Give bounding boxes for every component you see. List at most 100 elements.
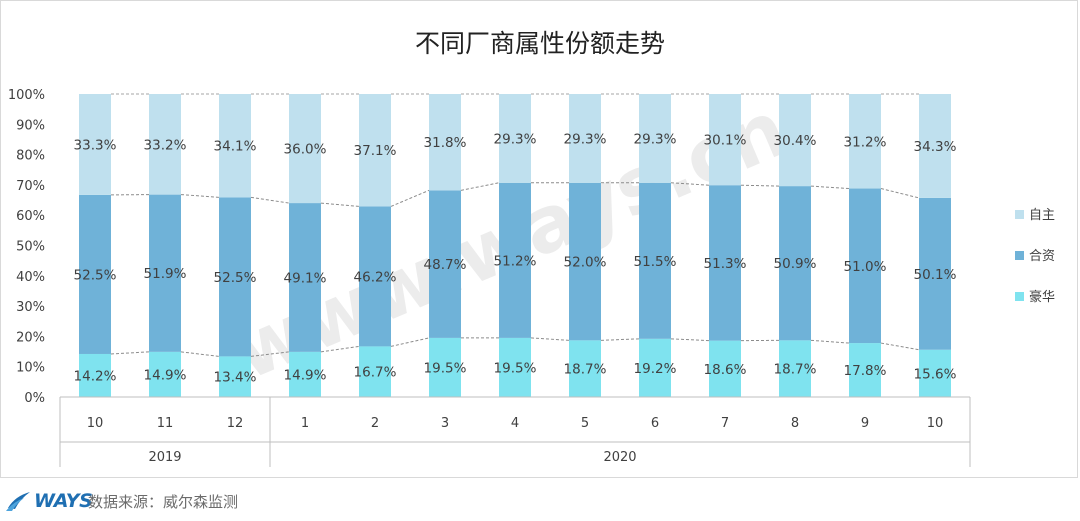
data-label: 51.5% — [634, 254, 677, 270]
brand-name: WAYS — [34, 490, 93, 512]
data-label: 19.5% — [424, 360, 467, 376]
bar-自主-5 — [429, 94, 461, 191]
data-label: 37.1% — [354, 143, 397, 159]
legend-swatch — [1015, 292, 1024, 301]
bar-自主-6 — [499, 94, 531, 183]
bar-自主-10 — [779, 94, 811, 187]
data-label: 33.2% — [144, 137, 187, 153]
data-label: 14.9% — [144, 367, 187, 383]
y-tick-label: 0% — [24, 391, 45, 406]
data-label: 51.2% — [494, 253, 537, 269]
chart-title: 不同厂商属性份额走势 — [415, 29, 665, 58]
x-tick-label: 11 — [157, 416, 174, 431]
data-label: 19.2% — [634, 361, 677, 377]
bar-豪华-1 — [149, 351, 181, 397]
y-tick-label: 60% — [16, 209, 45, 224]
bar-合资-1 — [149, 194, 181, 352]
data-label: 51.9% — [144, 266, 187, 282]
data-label: 29.3% — [634, 131, 677, 147]
bar-豪华-9 — [709, 340, 741, 397]
data-label: 30.4% — [774, 133, 817, 149]
bar-合资-10 — [779, 186, 811, 341]
data-label: 50.1% — [914, 267, 957, 283]
bar-豪华-5 — [429, 337, 461, 397]
y-tick-label: 30% — [16, 300, 45, 315]
legend-label: 合资 — [1029, 249, 1055, 264]
data-label: 34.3% — [914, 139, 957, 155]
y-tick-label: 80% — [16, 149, 45, 164]
data-label: 18.6% — [704, 362, 747, 378]
data-label: 48.7% — [424, 257, 467, 273]
bar-豪华-12 — [919, 349, 951, 397]
x-tick-label: 1 — [301, 416, 309, 431]
footer: WAYS 数据来源：威尔森监测 — [0, 482, 1080, 521]
y-tick-label: 20% — [16, 330, 45, 345]
bar-自主-1 — [149, 94, 181, 195]
data-labels: 14.2% 52.5% 33.3% 14.9% 51.9% 33.2% 13.4% 52.5%… — [74, 131, 957, 385]
bar-自主-0 — [79, 94, 111, 195]
x-tick-label: 9 — [861, 416, 869, 431]
bar-豪华-8 — [639, 338, 671, 397]
bar-豪华-11 — [849, 343, 881, 397]
bar-自主-2 — [219, 94, 251, 198]
data-label: 36.0% — [284, 142, 327, 158]
y-tick-label: 10% — [16, 361, 45, 376]
bar-合资-9 — [709, 185, 741, 341]
legend-swatch — [1015, 210, 1024, 219]
data-label: 14.9% — [284, 367, 327, 383]
data-label: 30.1% — [704, 133, 747, 149]
bar-合资-4 — [359, 206, 391, 347]
x-tick-label: 3 — [441, 416, 449, 431]
bar-豪华-0 — [79, 353, 111, 397]
x-group-label: 2020 — [603, 450, 636, 465]
data-label: 14.2% — [74, 368, 117, 384]
x-group-label: 2019 — [148, 450, 181, 465]
data-label: 46.2% — [354, 269, 397, 285]
y-tick-label: 50% — [16, 240, 45, 255]
x-tick-label: 8 — [791, 416, 799, 431]
ways-swoosh-icon — [6, 492, 30, 511]
data-label: 49.1% — [284, 270, 327, 286]
data-label: 51.0% — [844, 259, 887, 275]
x-tick-label: 10 — [927, 416, 944, 431]
bar-合资-11 — [849, 188, 881, 344]
bar-自主-8 — [639, 94, 671, 183]
ways-logo: WAYS — [6, 490, 93, 512]
data-label: 29.3% — [564, 131, 607, 147]
bar-自主-11 — [849, 94, 881, 189]
data-label: 52.5% — [74, 267, 117, 283]
data-label: 52.5% — [214, 270, 257, 286]
data-label: 18.7% — [774, 362, 817, 378]
y-tick-label: 40% — [16, 270, 45, 285]
bars — [79, 94, 951, 397]
bar-自主-7 — [569, 94, 601, 183]
bar-合资-5 — [429, 190, 461, 338]
bar-豪华-10 — [779, 340, 811, 397]
series-boundary-line — [110, 182, 920, 207]
data-label: 16.7% — [354, 365, 397, 381]
series-connector-lines — [110, 93, 920, 357]
bar-合资-12 — [919, 197, 951, 350]
x-tick-label: 7 — [721, 416, 729, 431]
y-tick-label: 100% — [8, 88, 45, 103]
y-tick-label: 70% — [16, 179, 45, 194]
data-label: 33.3% — [74, 137, 117, 153]
x-tick-label: 5 — [581, 416, 589, 431]
x-tick-label: 12 — [227, 416, 244, 431]
chart-frame — [0, 0, 1078, 478]
x-tick-label: 6 — [651, 416, 659, 431]
data-label: 15.6% — [914, 366, 957, 382]
data-label: 18.7% — [564, 362, 607, 378]
data-source: 数据来源：威尔森监测 — [88, 493, 239, 511]
x-tick-label: 2 — [371, 416, 379, 431]
bar-豪华-6 — [499, 337, 531, 397]
bar-合资-8 — [639, 182, 671, 339]
x-tick-label: 10 — [87, 416, 104, 431]
stacked-bar-chart: 不同厂商属性份额走势 www.ways.cn 14.2%52.5%33.3%14… — [8, 29, 1055, 467]
bar-豪华-3 — [289, 351, 321, 397]
bar-自主-3 — [289, 94, 321, 204]
y-tick-label: 90% — [16, 118, 45, 133]
legend-swatch — [1015, 251, 1024, 260]
bar-豪华-4 — [359, 346, 391, 397]
